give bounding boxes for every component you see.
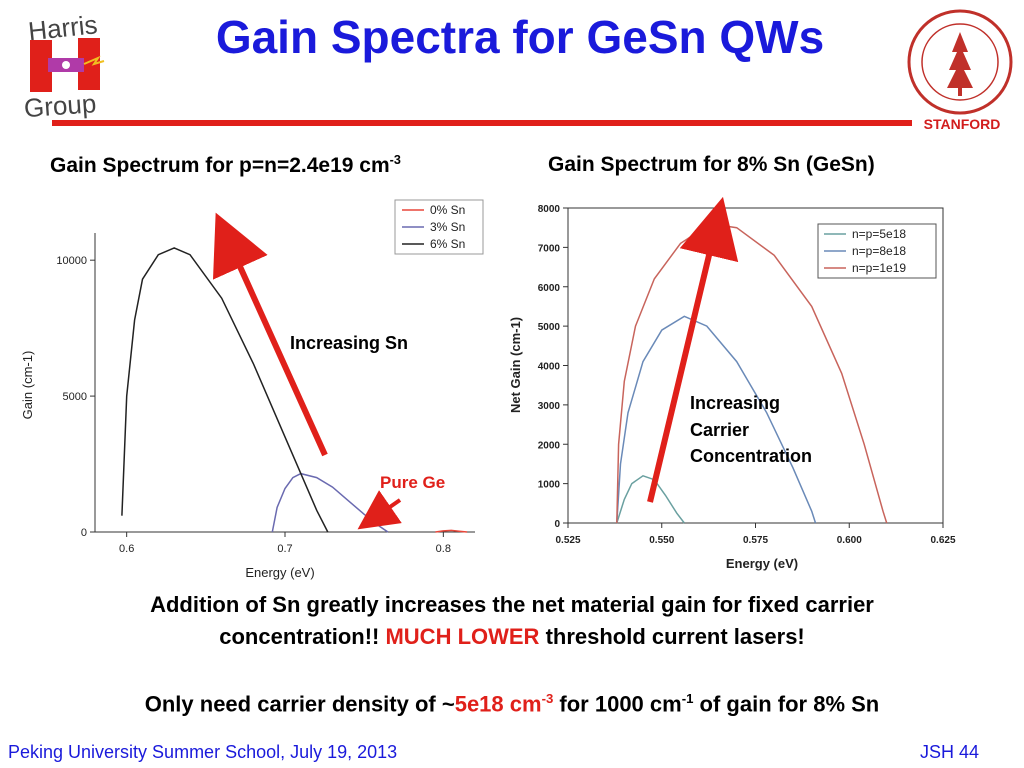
legend-entry: 3% Sn — [430, 220, 465, 234]
x-tick-label: 0.6 — [119, 543, 134, 555]
increasing-sn-annotation: Increasing Sn — [290, 333, 408, 353]
y-tick-label: 0 — [81, 527, 87, 539]
right-x-axis-label: Energy (eV) — [726, 556, 798, 571]
x-tick-label: 0.525 — [555, 535, 580, 546]
header-divider — [52, 120, 912, 126]
pure-ge-arrow — [357, 490, 402, 530]
legend-entry: n=p=8e18 — [852, 244, 906, 258]
legend-entry: 0% Sn — [430, 203, 465, 217]
stanford-label: STANFORD — [923, 116, 1001, 132]
y-tick-label: 6000 — [538, 283, 561, 294]
x-tick-label: 0.7 — [277, 543, 292, 555]
y-tick-label: 0 — [554, 519, 560, 530]
left-y-axis-label: Gain (cm-1) — [20, 351, 35, 420]
y-tick-label: 2000 — [538, 440, 561, 451]
gain-vs-sn-chart: 0.6 0.7 0.8 0 5000 10000 Energy (eV) Gain (cm… — [20, 199, 484, 580]
logo-text-bottom: Group — [23, 88, 97, 123]
x-tick-label: 0.8 — [436, 543, 451, 555]
x-tick-label: 0.550 — [649, 535, 674, 546]
pure-ge-annotation: Pure Ge — [380, 473, 445, 492]
left-x-axis-label: Energy (eV) — [245, 565, 314, 580]
y-tick-label: 7000 — [538, 243, 561, 254]
harris-group-logo: Harris Group — [23, 9, 105, 123]
left-chart-heading: Gain Spectrum for p=n=2.4e19 cm-3 — [50, 153, 401, 177]
increasing-sn-arrow — [212, 212, 328, 457]
series-line-1 — [616, 474, 685, 524]
slide-title: Gain Spectra for GeSn QWs — [215, 11, 825, 63]
x-tick-label: 0.600 — [837, 535, 862, 546]
increasing-carrier-annotation: Increasing Carrier Concentration — [690, 393, 812, 466]
legend-entry: n=p=5e18 — [852, 227, 906, 241]
x-tick-label: 0.575 — [743, 535, 768, 546]
y-tick-label: 5000 — [538, 322, 561, 333]
x-tick-label: 0.625 — [930, 535, 955, 546]
y-tick-label: 8000 — [538, 204, 561, 215]
y-tick-label: 3000 — [538, 401, 561, 412]
y-tick-label: 1000 — [538, 480, 561, 491]
right-chart-heading: Gain Spectrum for 8% Sn (GeSn) — [548, 153, 875, 176]
legend-entry: 6% Sn — [430, 237, 465, 251]
footer-venue: Peking University Summer School, July 19… — [8, 742, 398, 762]
conclusion-line-2: concentration!! MUCH LOWER threshold cur… — [219, 624, 805, 649]
legend-entry: n=p=1e19 — [852, 261, 906, 275]
y-tick-label: 5000 — [63, 391, 87, 403]
right-y-axis-label: Net Gain (cm-1) — [508, 317, 523, 413]
y-tick-label: 4000 — [538, 362, 561, 373]
series-line-3 — [121, 247, 329, 533]
series-line-1 — [435, 529, 468, 533]
conclusion-line-1: Addition of Sn greatly increases the net… — [150, 592, 874, 617]
increasing-carrier-arrow — [647, 196, 739, 503]
stanford-seal — [907, 9, 1013, 115]
footer-slide-number: JSH 44 — [920, 742, 980, 762]
y-tick-label: 10000 — [56, 255, 87, 267]
conclusion-line-3: Only need carrier density of ~5e18 cm-3 … — [144, 691, 880, 717]
